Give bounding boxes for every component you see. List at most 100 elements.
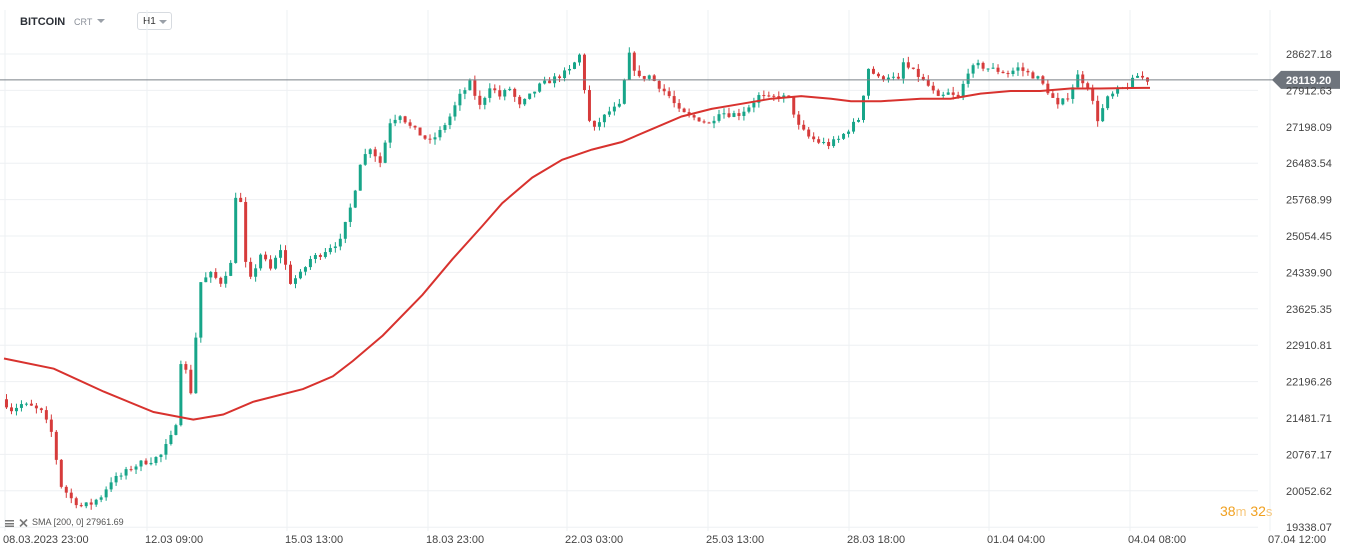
candle-body [642, 76, 646, 79]
candle-body [966, 73, 970, 84]
candle-body [951, 92, 955, 95]
y-tick-label: 22196.26 [1286, 377, 1332, 389]
candle-body [1091, 88, 1095, 101]
close-icon[interactable] [18, 518, 28, 527]
candle-body [214, 271, 218, 278]
countdown-minutes-unit: m [1235, 504, 1247, 519]
x-tick-label: 12.03 09:00 [145, 534, 203, 546]
candle-body [49, 419, 53, 432]
indicator-name: SMA [32, 517, 52, 527]
symbol-label[interactable]: BITCOIN [20, 16, 66, 28]
chart-grid [0, 10, 1271, 531]
candle-body [558, 76, 562, 79]
candle-body [254, 268, 258, 277]
y-tick-label: 21481.71 [1286, 413, 1332, 425]
candle-body [114, 475, 118, 483]
candle-body [1086, 83, 1090, 89]
y-tick-label: 23625.35 [1286, 304, 1332, 316]
settings-icon[interactable] [5, 519, 14, 527]
candle-body [318, 255, 322, 257]
current-price-label: 28119.20 [1286, 75, 1331, 87]
candle-body [348, 207, 352, 222]
candle-body [1081, 74, 1085, 84]
candle-body [866, 68, 870, 96]
candle-body [662, 88, 666, 92]
candle-body [568, 68, 572, 71]
candle-body [921, 76, 925, 80]
candle-body [837, 138, 841, 140]
candle-body [124, 469, 128, 476]
candle-body [787, 95, 791, 97]
x-tick-label: 18.03 23:00 [426, 534, 484, 546]
candle-body [478, 95, 482, 105]
candle-body [468, 80, 472, 91]
candle-body [1101, 108, 1105, 122]
candle-body [194, 337, 198, 394]
y-tick-label: 20052.62 [1286, 486, 1332, 498]
candle-body [119, 475, 123, 477]
candle-body [418, 127, 422, 136]
candle-body [249, 261, 253, 277]
candle-body [279, 250, 283, 258]
candle-body [239, 197, 243, 202]
candle-body [523, 98, 527, 105]
chart-type-selector[interactable]: CRT [74, 17, 93, 27]
candle-body [323, 252, 327, 257]
candle-body [503, 90, 507, 97]
candle-body [333, 246, 337, 249]
timeframe-dropdown[interactable]: H1 [137, 12, 172, 30]
y-tick-label: 25054.45 [1286, 231, 1332, 243]
candle-body [857, 119, 861, 122]
candle-body [647, 75, 651, 79]
x-tick-label: 07.04 12:00 [1268, 534, 1326, 546]
candle-body [807, 129, 811, 137]
candle-body [847, 131, 851, 134]
candle-body [204, 277, 208, 283]
candle-body [433, 137, 437, 140]
candle-body [946, 92, 950, 95]
candle-body [563, 70, 567, 79]
candle-body [79, 505, 83, 507]
candle-body [428, 138, 432, 140]
candle-body [493, 88, 497, 91]
candle-body [612, 106, 616, 112]
candle-body [602, 114, 606, 123]
candle-body [737, 113, 741, 116]
candle-body [1021, 67, 1025, 71]
candle-body [822, 142, 826, 144]
candle-body [931, 85, 935, 91]
candle-body [184, 364, 188, 370]
candle-body [697, 117, 701, 122]
candle-body [64, 486, 68, 493]
y-tick-label: 27198.09 [1286, 122, 1332, 134]
candle-body [448, 116, 452, 126]
candle-body [632, 52, 636, 71]
chevron-down-icon[interactable] [97, 19, 105, 23]
candle-body [712, 120, 716, 124]
candle-body [886, 77, 890, 80]
candle-body [528, 93, 532, 99]
candle-body [792, 96, 796, 115]
candle-body [9, 407, 13, 412]
candle-body [164, 444, 168, 455]
candle-body [767, 95, 771, 97]
candle-body [717, 114, 721, 121]
candle-body [732, 113, 736, 117]
candle-body [1111, 93, 1115, 97]
candle-body [812, 136, 816, 140]
candle-body [443, 125, 447, 130]
candle-body [802, 124, 806, 130]
candle-body [891, 76, 895, 78]
candle-body [313, 255, 317, 260]
candle-body [582, 54, 586, 91]
candle-body [368, 149, 372, 155]
candle-body [543, 80, 547, 84]
candle-body [722, 113, 726, 115]
candle-body [827, 142, 831, 147]
candle-body [458, 93, 462, 106]
price-tag [1272, 70, 1340, 89]
candle-body [817, 139, 821, 143]
candle-body [209, 271, 213, 278]
candle-body [667, 91, 671, 97]
